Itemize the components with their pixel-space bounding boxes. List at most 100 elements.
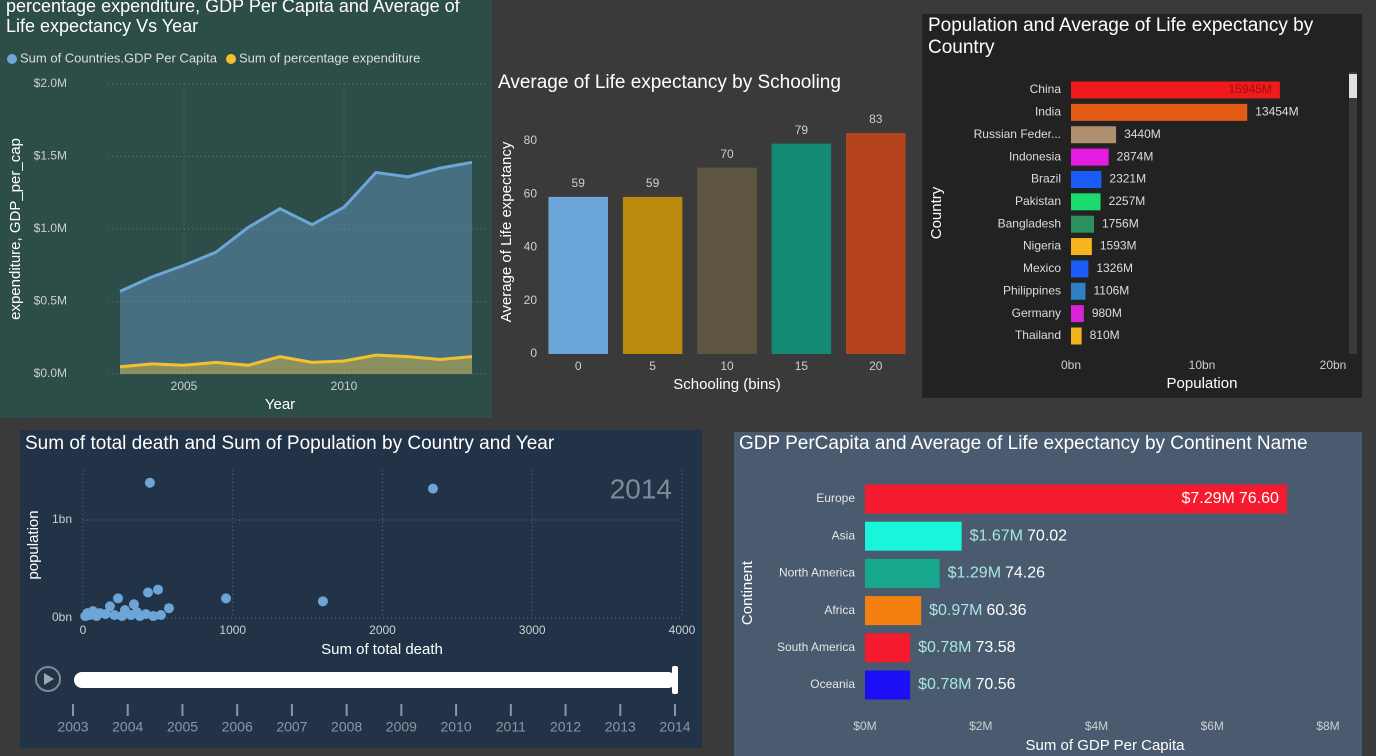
area <box>120 355 472 374</box>
data-label: 2874M <box>1117 149 1154 163</box>
play-button[interactable] <box>35 666 61 692</box>
point <box>148 611 159 622</box>
y-tick-label: Europe <box>816 491 855 505</box>
x-tick-label: 10 <box>720 359 734 373</box>
y-tick-label: 80 <box>524 133 538 147</box>
chart-title: GDP PerCapita and Average of Life expect… <box>739 433 1308 454</box>
timeline-label: 2013 <box>605 719 636 735</box>
x-axis-title: Sum of GDP Per Capita <box>1026 737 1186 754</box>
play-icon[interactable] <box>44 673 54 685</box>
x-tick-label: $8M <box>1316 719 1339 733</box>
y-tick-label: Nigeria <box>1023 239 1061 253</box>
data-label: 60.36 <box>987 602 1027 619</box>
data-label: $0.97M <box>929 602 982 619</box>
bar <box>1071 260 1089 278</box>
bar <box>1071 305 1084 323</box>
y-tick-label: Brazil <box>1031 172 1061 186</box>
point <box>317 596 328 607</box>
y-tick-label: Oceania <box>810 677 855 691</box>
x-tick-label: 0bn <box>1061 358 1081 372</box>
y-tick-label: $1.5M <box>34 149 67 163</box>
data-label: 1593M <box>1100 239 1137 253</box>
timeline-label: 2014 <box>659 719 690 735</box>
legend-marker <box>7 54 17 64</box>
data-label: 76.60 <box>1239 490 1279 507</box>
y-tick-label: Indonesia <box>1009 149 1061 163</box>
x-axis-title: Schooling (bins) <box>673 376 781 393</box>
timeline-label: 2007 <box>276 719 307 735</box>
point <box>144 477 155 488</box>
y-tick-label: Bangladesh <box>998 216 1061 230</box>
data-label: 73.58 <box>976 639 1016 656</box>
data-label: 810M <box>1090 328 1120 342</box>
y-tick-label: Philippines <box>1003 283 1061 297</box>
y-axis-title: expenditure, GDP_per_cap <box>7 138 24 320</box>
data-label: 59 <box>646 176 660 190</box>
y-tick-label: China <box>1030 82 1062 96</box>
data-label: 79 <box>795 123 809 137</box>
data-label: 74.26 <box>1005 565 1045 582</box>
y-tick-label: 0 <box>530 346 537 360</box>
data-label: $1.67M <box>970 527 1023 544</box>
timeline-handle[interactable] <box>672 666 678 694</box>
timeline-label: 2011 <box>496 719 526 735</box>
data-label: 70.56 <box>976 676 1016 693</box>
point <box>100 609 111 620</box>
data-label: 70.02 <box>1027 527 1067 544</box>
data-label: 59 <box>572 176 586 190</box>
x-axis-title: Year <box>265 396 295 413</box>
data-label: $7.29M <box>1181 490 1234 507</box>
bar <box>865 521 962 551</box>
data-label: 2257M <box>1109 194 1146 208</box>
timeline-label: 2005 <box>167 719 198 735</box>
y-tick-label: India <box>1035 105 1061 119</box>
scrollbar-track[interactable] <box>1349 72 1357 354</box>
timeline-label: 2003 <box>57 719 88 735</box>
x-tick-label: 0 <box>575 359 582 373</box>
bar <box>622 196 683 354</box>
timeline-label: 2008 <box>331 719 362 735</box>
bar <box>1071 148 1109 166</box>
bar <box>1071 81 1280 99</box>
timeline-label: 2004 <box>112 719 143 735</box>
x-tick-label: 4000 <box>669 623 696 637</box>
data-label: 1106M <box>1093 283 1129 297</box>
data-label: $0.78M <box>918 676 971 693</box>
data-label: 2321M <box>1109 172 1146 186</box>
chart-title: Population and Average of Life expectanc… <box>928 15 1314 58</box>
y-axis-title: Average of Life expectancy <box>498 141 515 322</box>
y-tick-label: Thailand <box>1015 328 1061 342</box>
bar <box>1071 327 1082 345</box>
bar <box>846 132 906 354</box>
bar <box>865 484 1287 514</box>
point <box>113 593 124 604</box>
point <box>116 611 127 622</box>
timeline-slider[interactable] <box>74 672 676 688</box>
x-tick-label: 3000 <box>519 623 546 637</box>
panel <box>922 14 1362 398</box>
data-label: 3440M <box>1124 127 1161 141</box>
bar <box>1071 238 1092 256</box>
bar <box>865 596 922 626</box>
y-axis-title: Country <box>928 186 945 239</box>
data-label: 1326M <box>1096 261 1133 275</box>
data-label: 70 <box>720 147 734 161</box>
line <box>119 353 473 369</box>
point <box>221 593 232 604</box>
scrollbar-thumb[interactable] <box>1349 74 1357 98</box>
chart-title: percentage expenditure, GDP Per Capita a… <box>6 0 460 36</box>
data-label: 980M <box>1092 306 1122 320</box>
x-tick-label: 2000 <box>369 623 396 637</box>
x-axis-title: Sum of total death <box>321 641 443 658</box>
bar <box>865 670 911 700</box>
x-tick-label: 10bn <box>1189 358 1216 372</box>
point <box>109 610 120 621</box>
bar <box>1071 126 1117 144</box>
point <box>153 584 164 595</box>
y-axis-title: Continent <box>739 560 756 625</box>
panel <box>0 0 492 418</box>
y-tick-label: $2.0M <box>34 76 67 90</box>
data-label: 1756M <box>1102 216 1139 230</box>
x-tick-label: 15 <box>795 359 809 373</box>
